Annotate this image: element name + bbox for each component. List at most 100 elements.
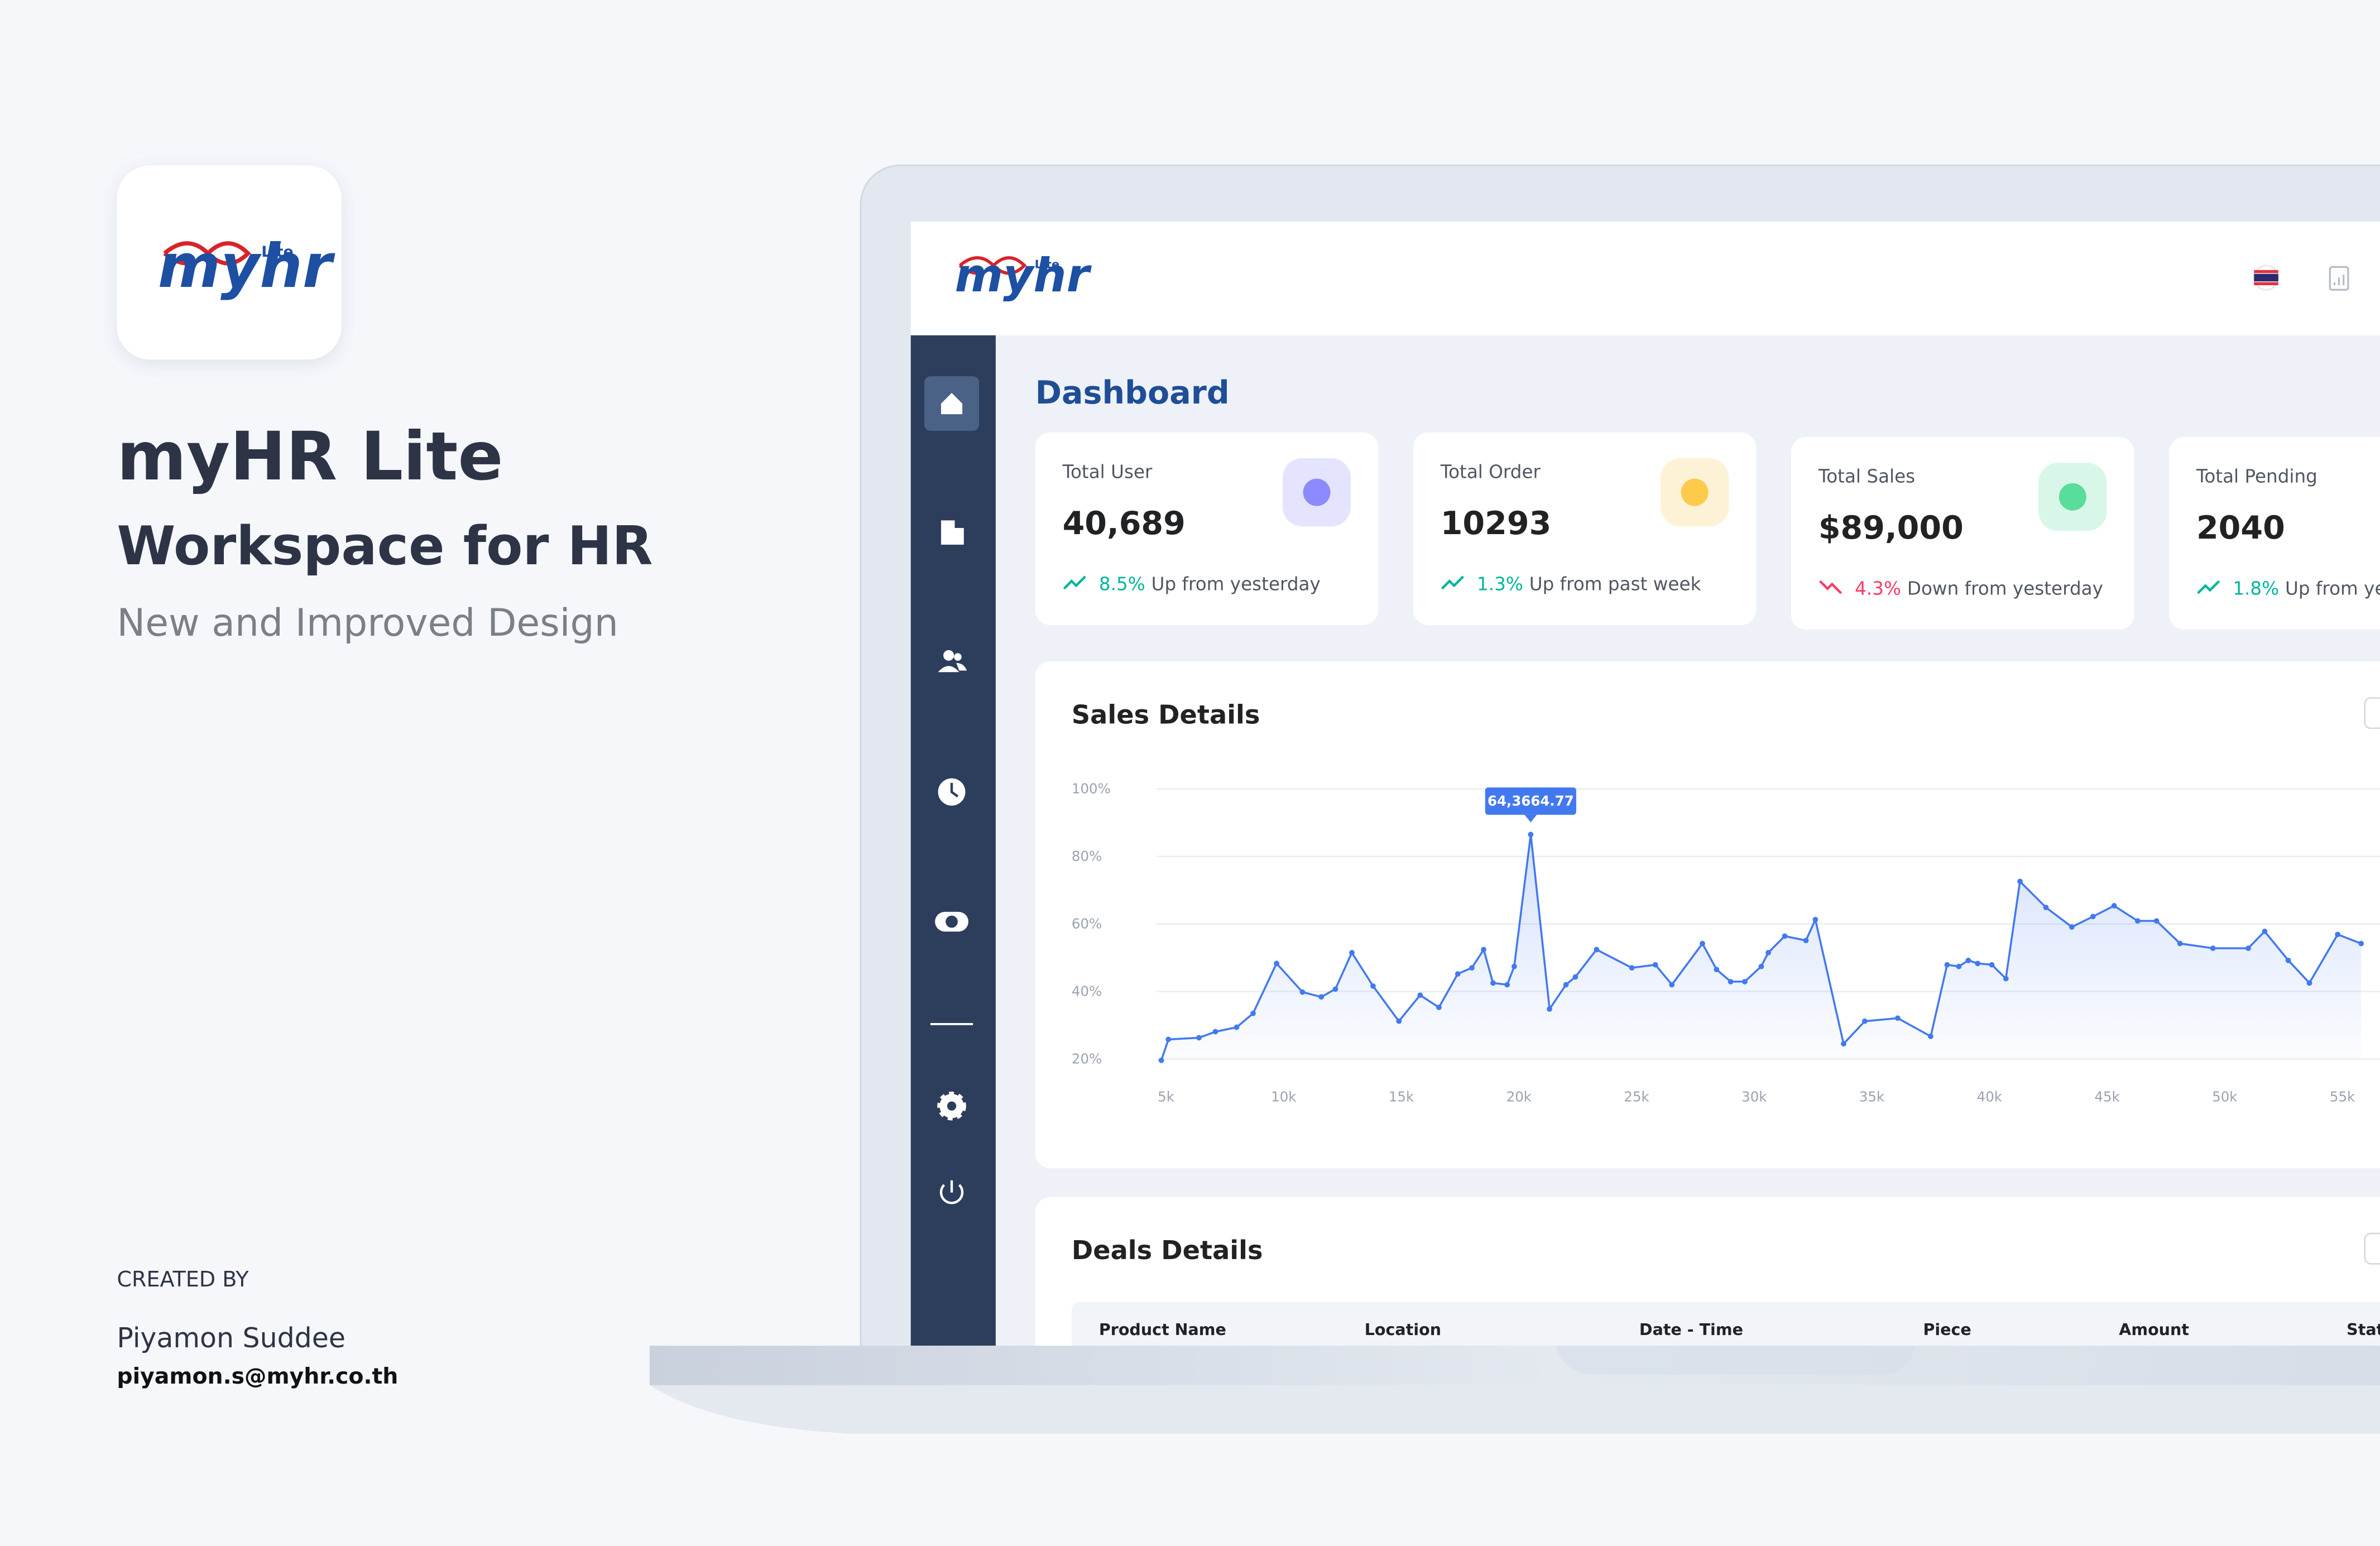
language-flag[interactable] xyxy=(2253,265,2280,291)
dropdown[interactable] xyxy=(2364,697,2380,729)
card-change: 4.3% Down from yesterday xyxy=(1855,578,2103,599)
promo-title: myHR Lite xyxy=(117,418,503,496)
card-title: Total Order xyxy=(1440,461,1541,482)
y-tick-label: 40% xyxy=(1072,983,1102,1000)
change-note: Up from yesterday xyxy=(2285,578,2380,599)
logo-loop xyxy=(163,241,251,266)
card-title: Total User xyxy=(1062,461,1153,482)
x-tick-label: 45k xyxy=(2094,1089,2120,1105)
point xyxy=(1528,832,1534,838)
point xyxy=(1212,1029,1218,1035)
point xyxy=(1895,1015,1901,1021)
card-title: Total Sales xyxy=(1818,465,1915,487)
card-change: 1.3% Up from past week xyxy=(1477,573,1701,594)
change-note: Up from past week xyxy=(1529,573,1701,594)
card-change: 1.8% Up from yesterday xyxy=(2233,578,2380,599)
point xyxy=(1234,1024,1240,1030)
area xyxy=(1161,834,2362,1060)
point xyxy=(2043,904,2049,910)
nav-home[interactable] xyxy=(941,393,963,415)
point xyxy=(1481,947,1486,953)
point xyxy=(2177,940,2183,947)
point xyxy=(1417,992,1423,998)
change-note: Up from yesterday xyxy=(1151,573,1321,594)
point xyxy=(2358,940,2364,947)
card-value: $89,000 xyxy=(1818,510,1964,546)
y-tick-label: 60% xyxy=(1072,916,1102,932)
logo-loop xyxy=(958,256,1027,275)
sales-chart: 20% 40% 60% 80% 100% 5k 10k 15k 20k 25k 30k 35k 40k 4… xyxy=(1072,781,2380,1105)
x-tick-label: 30k xyxy=(1741,1089,1767,1105)
x-tick-label: 15k xyxy=(1389,1089,1414,1105)
point xyxy=(1965,957,1971,963)
point xyxy=(1594,947,1600,953)
laptop-notch xyxy=(1556,1346,1916,1375)
point xyxy=(2335,932,2341,938)
report-icon[interactable] xyxy=(2329,266,2349,291)
tooltip-box xyxy=(1485,787,1576,815)
change-value: 1.3% xyxy=(1477,573,1523,594)
point xyxy=(1652,962,1658,968)
column-header: Location xyxy=(1365,1321,1441,1339)
point xyxy=(2003,976,2009,982)
y-tick-label: 20% xyxy=(1072,1051,1102,1067)
point xyxy=(1455,971,1461,977)
x-tick-label: 25k xyxy=(1624,1089,1649,1105)
point xyxy=(1318,994,1325,1000)
point xyxy=(1812,916,1818,923)
point xyxy=(1669,982,1675,988)
nav-company[interactable] xyxy=(941,520,964,545)
column-header: Piece xyxy=(1923,1321,1971,1339)
nav-people[interactable] xyxy=(938,650,967,673)
card-value: 40,689 xyxy=(1063,505,1186,542)
point xyxy=(2210,945,2216,951)
logo-text: myhr xyxy=(954,248,1092,303)
point xyxy=(1469,965,1475,971)
point xyxy=(1490,980,1496,986)
nav-logout[interactable] xyxy=(939,1180,964,1204)
point xyxy=(1436,1004,1442,1010)
stat-card: Total Order 10293 1.3% Up from past week xyxy=(1413,432,1757,625)
email: piyamon.s@myhr.co.th xyxy=(117,1363,398,1389)
nav-time[interactable] xyxy=(938,778,966,806)
point xyxy=(1629,965,1635,971)
logo-badge: Lite xyxy=(261,243,293,261)
point xyxy=(1547,1006,1552,1012)
point xyxy=(1758,963,1764,969)
sales-panel xyxy=(1035,661,2380,1169)
point xyxy=(1862,1018,1868,1024)
tooltip-text: 64,3664.77 xyxy=(1488,793,1574,809)
column-header: Date - Time xyxy=(1639,1321,1743,1339)
point xyxy=(1250,1010,1256,1016)
dropdown[interactable] xyxy=(2364,1232,2380,1265)
y-tick-label: 100% xyxy=(1072,781,1111,797)
point xyxy=(1928,1033,1933,1039)
nav-payroll[interactable] xyxy=(935,911,968,932)
point xyxy=(1274,961,1280,967)
point xyxy=(1370,983,1376,989)
point xyxy=(1396,1018,1402,1024)
point xyxy=(1944,962,1950,968)
card-value: 10293 xyxy=(1441,505,1552,542)
card-icon-glyph xyxy=(1681,478,1709,506)
column-header: Status xyxy=(2347,1321,2380,1339)
nav-settings[interactable] xyxy=(937,1091,966,1121)
point xyxy=(2245,945,2251,951)
point xyxy=(1349,949,1355,956)
top-bar xyxy=(910,221,2380,335)
point xyxy=(1158,1057,1164,1063)
column-header: Amount xyxy=(2119,1321,2189,1339)
x-tick-label: 20k xyxy=(1506,1089,1532,1105)
point xyxy=(1765,949,1771,956)
point xyxy=(1742,979,1748,985)
credit-label: CREATED BY xyxy=(117,1267,249,1291)
x-tick-label: 50k xyxy=(2212,1089,2238,1105)
stat-card: Total Sales $89,000 4.3% Down from yesterda… xyxy=(1791,436,2134,630)
laptop-bottom xyxy=(649,1385,2380,1434)
sidebar xyxy=(910,335,996,1346)
